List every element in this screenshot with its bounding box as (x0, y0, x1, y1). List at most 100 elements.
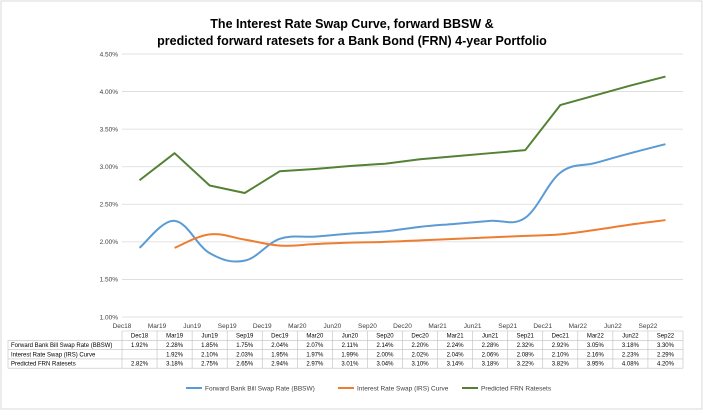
legend-label-3: Predicted FRN Ratesets (481, 385, 552, 392)
x-tick-label: Sep19 (218, 323, 237, 330)
table-cell: 3.01% (341, 362, 359, 368)
table-header-cell: Sep20 (376, 334, 394, 340)
table-cell: 1.92% (131, 343, 149, 349)
table-cell: 2.03% (236, 352, 254, 358)
table-header-cell: Jun19 (201, 334, 218, 340)
table-cell: 2.11% (342, 343, 359, 349)
x-tick-label: Sep21 (498, 323, 517, 330)
table-cell: 2.04% (271, 343, 289, 349)
y-tick-label: 3.00% (100, 164, 119, 171)
x-tick-label: Dec21 (533, 323, 552, 330)
table-row-label: Predicted FRN Ratesets (11, 362, 76, 368)
table-header-cell: Sep19 (236, 334, 254, 340)
table-cell: 2.23% (622, 352, 640, 358)
y-tick-label: 1.50% (100, 277, 119, 284)
table-cell: 2.10% (201, 352, 219, 358)
series-line-1 (138, 143, 666, 263)
table-header-cell: Dec18 (131, 334, 149, 340)
table-cell: 2.10% (552, 352, 570, 358)
table-header-cell: Sep22 (657, 334, 675, 340)
table-cell: 1.75% (236, 343, 254, 349)
table-cell: 2.28% (482, 343, 500, 349)
table-cell: 2.08% (517, 352, 535, 358)
table-cell: 3.82% (552, 362, 570, 368)
table-cell: 2.00% (376, 352, 394, 358)
series-lines (138, 75, 666, 263)
table-cell: 2.06% (482, 352, 500, 358)
x-tick-label: Jun22 (604, 323, 622, 330)
table-header-cell: Jun22 (622, 334, 639, 340)
y-tick-label: 2.00% (100, 239, 119, 246)
table-cell: 1.95% (271, 352, 289, 358)
table-cell: 1.85% (201, 343, 219, 349)
table-cell: 2.75% (201, 362, 219, 368)
table-cell: 1.92% (166, 352, 184, 358)
table-cell: 2.92% (552, 343, 570, 349)
y-tick-label: 2.50% (100, 202, 119, 209)
gridlines (122, 53, 683, 318)
y-tick-label: 3.50% (100, 126, 119, 133)
table-cell: 2.14% (376, 343, 394, 349)
table-header-cell: Mar20 (306, 334, 324, 340)
y-tick-label: 4.00% (100, 89, 119, 96)
legend: Forward Bank Bill Swap Rate (BBSW) Intere… (186, 385, 552, 392)
x-tick-label: Mar21 (428, 323, 447, 330)
table-cell: 2.65% (236, 362, 254, 368)
table-cell: 3.18% (166, 362, 184, 368)
x-tick-label: Sep20 (358, 323, 377, 330)
x-tick-label: Mar19 (148, 323, 167, 330)
table-cell: 3.30% (657, 343, 675, 349)
table-cell: 2.97% (306, 362, 324, 368)
table-row-label: Interest Rate Swap (IRS) Curve (11, 352, 96, 358)
table-header-cell: Mar22 (587, 334, 605, 340)
table-cell: 2.20% (412, 343, 430, 349)
data-table: Dec18 Mar19 Jun19 Sep19 Dec19 Mar20 Jun20 Sep20… (7, 330, 684, 369)
table-cell: 2.28% (166, 343, 184, 349)
table-header-cell: Dec19 (271, 334, 289, 340)
legend-label-1: Forward Bank Bill Swap Rate (BBSW) (205, 385, 315, 392)
table-cell: 3.04% (376, 362, 394, 368)
table-header-cell: Mar19 (166, 334, 184, 340)
table-header-cell: Jun21 (482, 334, 499, 340)
table-cell: 3.14% (447, 362, 465, 368)
table-header-cell: Sep21 (517, 334, 535, 340)
series-line-2 (174, 219, 666, 249)
table-header-cell: Dec20 (411, 334, 429, 340)
table-cell: 2.29% (657, 352, 675, 358)
table-cell: 4.08% (622, 362, 640, 368)
table-cell: 4.20% (657, 362, 675, 368)
table-cell: 3.10% (412, 362, 430, 368)
table-cell: 2.82% (131, 362, 149, 368)
table-cell: 3.18% (482, 362, 500, 368)
table-cell: 3.95% (587, 362, 605, 368)
table-header-cell: Jun20 (342, 334, 359, 340)
x-tick-label: Dec20 (393, 323, 412, 330)
table-cell: 3.22% (517, 362, 535, 368)
table-cell: 3.05% (587, 343, 605, 349)
table-cell: 2.16% (587, 352, 605, 358)
axes: 1.00% 1.50% 2.00% 2.50% 3.00% 3.50% 4.00% 4.50%… (100, 51, 658, 330)
y-tick-label: 1.00% (100, 314, 119, 321)
x-tick-label: Mar20 (288, 323, 307, 330)
table-header-cell: Dec21 (552, 334, 570, 340)
table-cell: 2.02% (412, 352, 430, 358)
x-tick-label: Jun20 (324, 323, 342, 330)
x-tick-label: Jun19 (183, 323, 201, 330)
table-cell: 2.07% (306, 343, 324, 349)
x-tick-label: Dec19 (253, 323, 272, 330)
x-tick-label: Mar22 (569, 323, 588, 330)
chart-title-line-2: predicted forward ratesets for a Bank Bo… (157, 34, 547, 48)
table-row-label: Forward Bank Bill Swap Rate (BBSW) (11, 343, 112, 349)
table-cell: 1.97% (306, 352, 324, 358)
x-tick-label: Dec18 (113, 323, 132, 330)
y-tick-label: 4.50% (100, 51, 119, 58)
table-cell: 2.94% (271, 362, 289, 368)
x-tick-label: Jun21 (464, 323, 482, 330)
table-cell: 1.99% (341, 352, 359, 358)
table-header-cell: Mar21 (447, 334, 465, 340)
table-cell: 2.24% (447, 343, 465, 349)
x-tick-label: Sep22 (639, 323, 658, 330)
